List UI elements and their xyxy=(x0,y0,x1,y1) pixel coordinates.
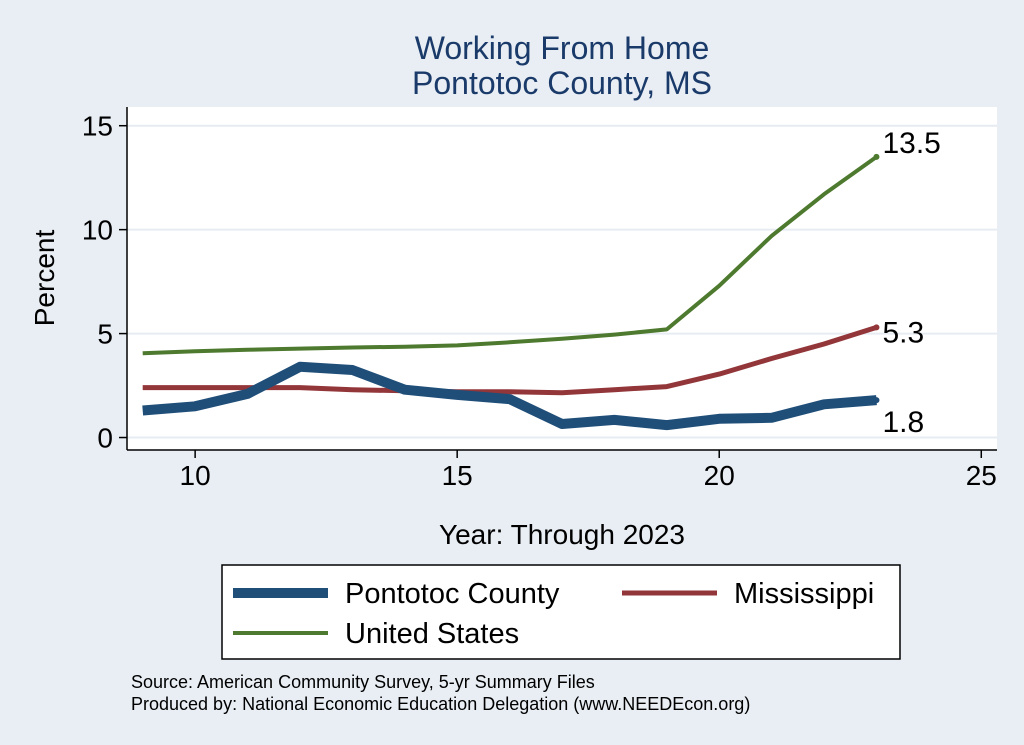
legend: Pontotoc County Mississippi United States xyxy=(221,564,901,660)
x-tick-label: 10 xyxy=(180,460,211,491)
y-tick-label: 10 xyxy=(82,215,113,246)
axes: 0 5 10 15 10 15 20 25 xyxy=(82,107,997,491)
end-label-united-states: 13.5 xyxy=(882,127,940,160)
end-label-mississippi: 5.3 xyxy=(882,316,924,349)
series-line-united-states xyxy=(142,155,878,356)
legend-label: United States xyxy=(345,618,519,650)
x-tick-label: 15 xyxy=(442,460,473,491)
series-end-point xyxy=(873,397,880,404)
end-labels: 1.8 5.3 13.5 xyxy=(882,127,940,439)
x-tick-label: 25 xyxy=(966,460,997,491)
series-end-point xyxy=(873,153,880,160)
series-line-pontotoc-county xyxy=(142,361,877,431)
legend-label: Pontotoc County xyxy=(345,578,560,610)
source-line: Source: American Community Survey, 5-yr … xyxy=(131,672,595,692)
x-tick-label: 20 xyxy=(704,460,735,491)
y-tick-label: 0 xyxy=(97,423,113,454)
y-tick-label: 15 xyxy=(82,111,113,142)
x-axis-title: Year: Through 2023 xyxy=(439,519,685,550)
legend-entries: Pontotoc County Mississippi United States xyxy=(233,578,874,650)
series-end-point xyxy=(873,324,880,331)
series-lines xyxy=(142,153,880,431)
chart-subtitle: Pontotoc County, MS xyxy=(412,65,712,101)
producer-line: Produced by: National Economic Education… xyxy=(131,694,750,714)
chart-title: Working From Home xyxy=(415,30,710,66)
legend-box xyxy=(221,564,901,660)
legend-label: Mississippi xyxy=(734,578,874,610)
end-label-pontotoc-county: 1.8 xyxy=(882,406,924,439)
y-tick-label: 5 xyxy=(97,319,113,350)
y-axis-title: Percent xyxy=(29,230,60,327)
